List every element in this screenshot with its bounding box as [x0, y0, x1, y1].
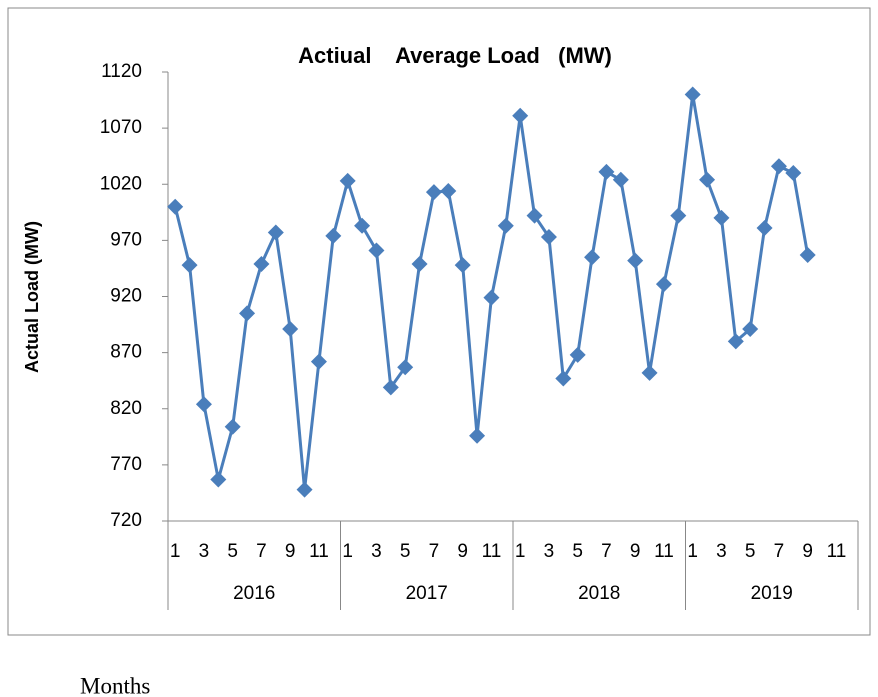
x-tick-label: 3 [199, 541, 210, 562]
x-tick-label: 3 [544, 541, 555, 562]
data-point [483, 289, 500, 306]
data-point [497, 217, 514, 234]
data-point [713, 209, 730, 226]
data-point [339, 172, 356, 189]
x-tick-label: 3 [716, 541, 727, 562]
data-point [167, 198, 184, 215]
x-group-label: 2017 [406, 583, 448, 604]
data-point [540, 229, 557, 246]
x-tick-label: 7 [256, 541, 267, 562]
x-tick-label: 1 [687, 541, 698, 562]
x-axis-label: Months [80, 673, 150, 697]
data-point [325, 227, 342, 244]
data-point [526, 207, 543, 224]
data-point [612, 171, 629, 188]
x-tick-label: 11 [482, 541, 502, 562]
x-group-label: 2019 [751, 583, 793, 604]
chart-border [7, 7, 871, 636]
data-point [584, 249, 601, 266]
data-point [282, 321, 299, 338]
x-group-label: 2016 [233, 583, 275, 604]
x-tick-label: 11 [309, 541, 329, 562]
y-tick-label: 720 [110, 510, 142, 531]
data-point [555, 370, 572, 387]
data-point [382, 379, 399, 396]
x-tick-label: 7 [774, 541, 785, 562]
data-point [224, 418, 241, 435]
data-point [756, 220, 773, 237]
data-point [598, 163, 615, 180]
x-tick-label: 3 [371, 541, 382, 562]
data-point [296, 481, 313, 498]
chart-title: Actiual Average Load (MW) [298, 43, 612, 68]
data-point [742, 321, 759, 338]
y-tick-label: 970 [110, 229, 142, 250]
y-tick-label: 820 [110, 398, 142, 419]
data-point [210, 471, 227, 488]
x-tick-label: 7 [601, 541, 612, 562]
data-point [627, 252, 644, 269]
data-point [354, 217, 371, 234]
data-point [670, 207, 687, 224]
x-tick-label: 11 [827, 541, 847, 562]
data-point [799, 246, 816, 263]
data-point [195, 396, 212, 413]
data-point [785, 165, 802, 182]
x-tick-label: 9 [802, 541, 813, 562]
data-point [641, 364, 658, 381]
data-point [454, 257, 471, 274]
y-tick-label: 1070 [100, 117, 142, 138]
data-point [181, 257, 198, 274]
x-tick-label: 9 [457, 541, 468, 562]
data-point [655, 276, 672, 293]
data-point [310, 353, 327, 370]
data-point [569, 346, 586, 363]
x-tick-label: 11 [654, 541, 674, 562]
x-tick-label: 9 [285, 541, 296, 562]
data-point [239, 305, 256, 322]
y-tick-label: 920 [110, 286, 142, 307]
x-tick-label: 5 [227, 541, 238, 562]
x-tick-label: 5 [400, 541, 411, 562]
x-group-label: 2018 [578, 583, 620, 604]
x-tick-label: 9 [630, 541, 641, 562]
data-point [253, 255, 270, 272]
data-point [425, 184, 442, 201]
x-tick-label: 5 [572, 541, 583, 562]
data-point [684, 86, 701, 103]
y-tick-label: 1120 [101, 61, 142, 82]
data-point [770, 158, 787, 175]
y-tick-label: 1020 [100, 173, 142, 194]
data-point [440, 182, 457, 199]
y-tick-label: 870 [110, 342, 142, 363]
data-point [512, 107, 529, 124]
data-point [469, 427, 486, 444]
data-point [699, 171, 716, 188]
x-tick-label: 1 [170, 541, 181, 562]
data-point [368, 242, 385, 259]
x-tick-label: 1 [515, 541, 526, 562]
data-point [397, 359, 414, 376]
x-tick-label: 7 [429, 541, 440, 562]
y-tick-label: 770 [110, 454, 142, 475]
y-axis-label: Actual Load (MW) [22, 221, 42, 373]
data-point [727, 333, 744, 350]
x-tick-label: 5 [745, 541, 756, 562]
data-point [411, 255, 428, 272]
data-point [267, 224, 284, 241]
x-tick-label: 1 [342, 541, 353, 562]
